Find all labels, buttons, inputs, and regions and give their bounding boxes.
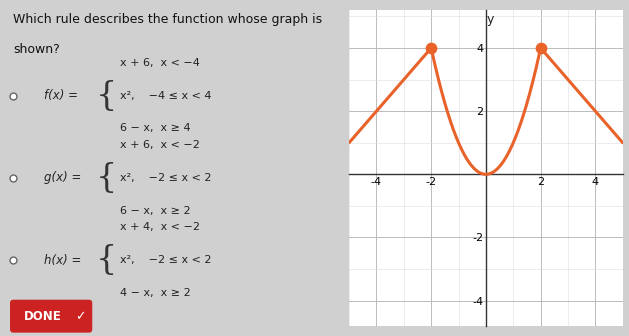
Text: shown?: shown? (13, 43, 60, 56)
Text: f(x) =: f(x) = (44, 89, 78, 102)
Point (426, 45, 437, 51)
Text: {: { (96, 244, 117, 276)
Text: x²,    −2 ≤ x < 2: x², −2 ≤ x < 2 (120, 173, 211, 183)
Text: x + 6,  x < −2: x + 6, x < −2 (120, 140, 199, 150)
Text: 6 − x,  x ≥ 2: 6 − x, x ≥ 2 (120, 206, 191, 216)
Text: g(x) =: g(x) = (44, 171, 82, 184)
Text: Which rule describes the function whose graph is: Which rule describes the function whose … (13, 13, 323, 26)
Text: h(x) =: h(x) = (44, 254, 82, 267)
Text: 6 − x,  x ≥ 4: 6 − x, x ≥ 4 (120, 124, 191, 133)
Text: 4 − x,  x ≥ 2: 4 − x, x ≥ 2 (120, 288, 191, 298)
Text: y: y (486, 13, 494, 26)
Text: x²,    −4 ≤ x < 4: x², −4 ≤ x < 4 (120, 91, 211, 100)
FancyBboxPatch shape (10, 300, 92, 333)
Text: x + 4,  x < −2: x + 4, x < −2 (120, 222, 199, 232)
Text: x²,    −2 ≤ x < 2: x², −2 ≤ x < 2 (120, 255, 211, 265)
Text: DONE: DONE (24, 310, 62, 323)
Text: ✓: ✓ (75, 310, 86, 323)
Text: {: { (96, 80, 117, 112)
Text: {: { (96, 162, 117, 194)
Text: x: x (628, 165, 629, 178)
Point (536, 45, 546, 51)
Text: x + 6,  x < −4: x + 6, x < −4 (120, 58, 199, 68)
